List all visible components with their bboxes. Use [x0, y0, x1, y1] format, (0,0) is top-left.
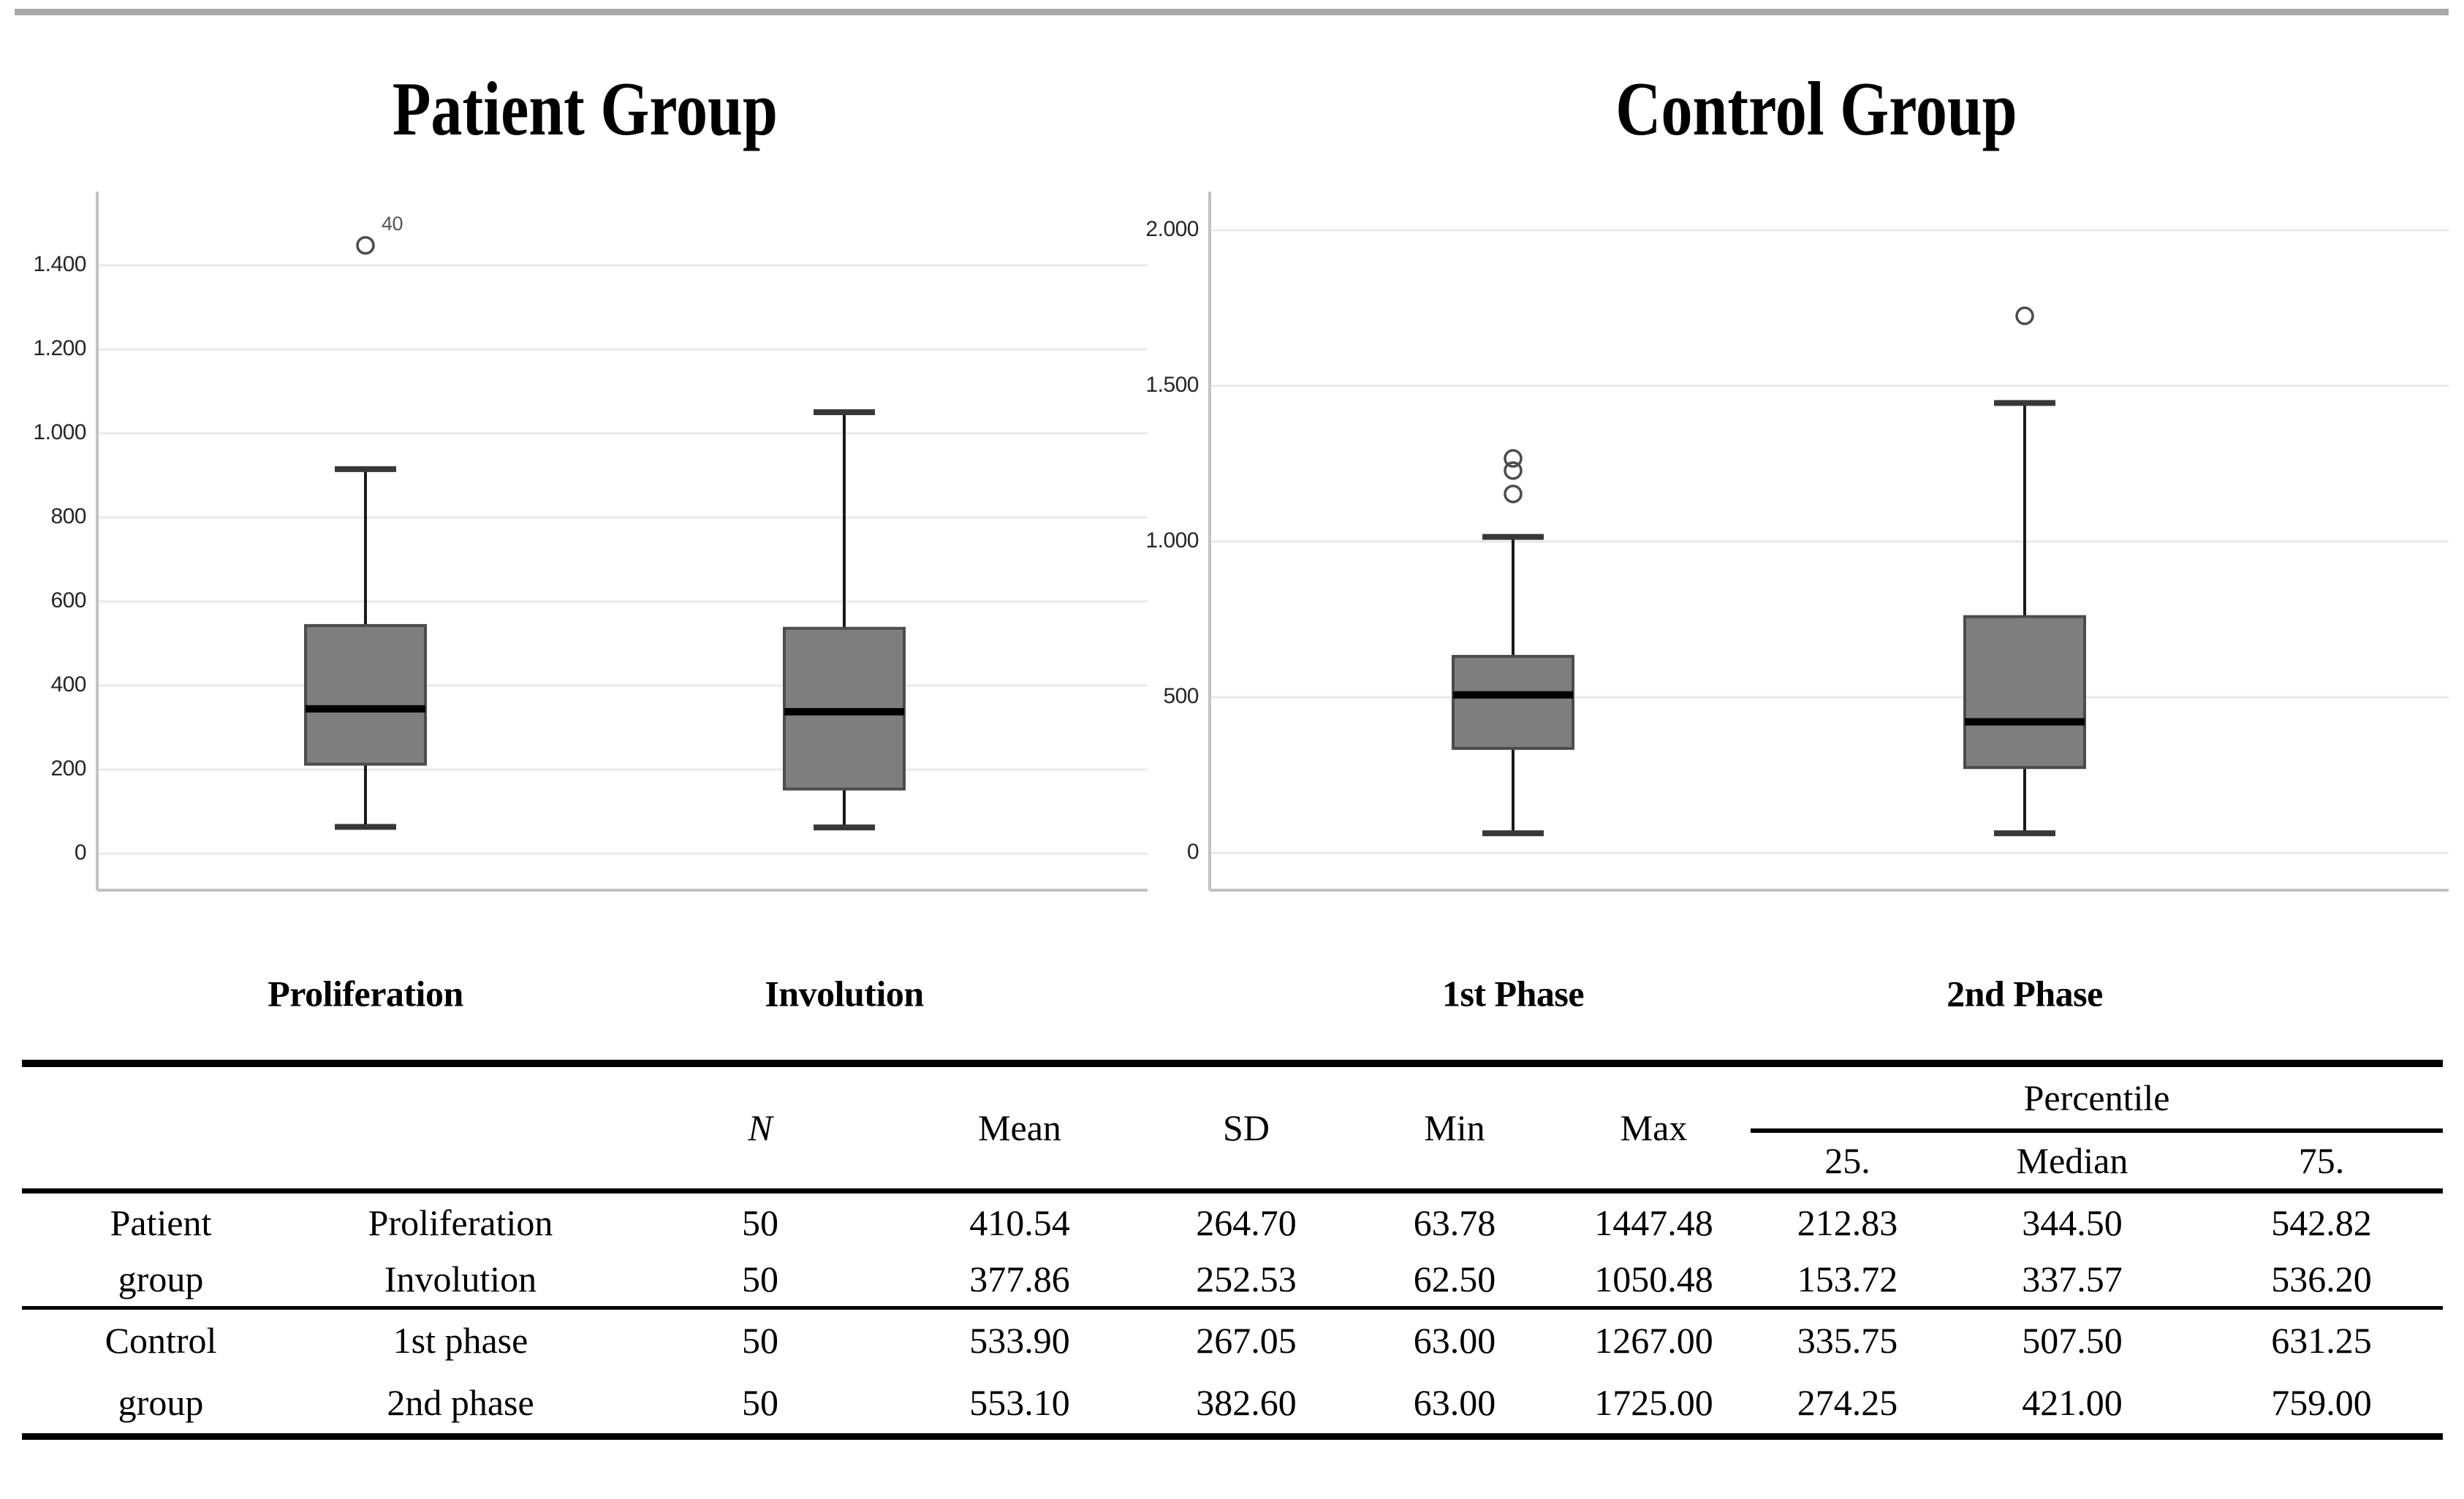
cell-median: 344.50 — [2022, 1202, 2123, 1243]
cell-n: 50 — [742, 1381, 778, 1423]
row-group-label: Control — [22, 1305, 300, 1372]
cell-p25: 153.72 — [1797, 1258, 1898, 1299]
y-axis-tick-label: 1.000 — [1145, 528, 1199, 553]
cell-min: 63.78 — [1413, 1202, 1496, 1243]
outlier-point — [2015, 306, 2034, 325]
cell-p75: 542.82 — [2271, 1202, 2372, 1243]
header-sd: SD — [1140, 1063, 1352, 1193]
y-axis-tick-label: 2.000 — [1145, 217, 1199, 241]
y-axis-tick-label: 400 — [50, 672, 86, 697]
table-row: Control 1st phase 50 533.90 267.05 63.00… — [22, 1305, 2444, 1372]
header-max: Max — [1557, 1063, 1751, 1193]
cell-sd: 252.53 — [1196, 1258, 1297, 1299]
cell-median: 337.57 — [2022, 1258, 2123, 1299]
header-p25: 25. — [1751, 1131, 1944, 1193]
cell-min: 63.00 — [1413, 1381, 1496, 1423]
cell-sd: 382.60 — [1196, 1381, 1297, 1423]
box-iqr — [1963, 615, 2086, 770]
cell-min: 63.00 — [1352, 1305, 1557, 1372]
box-iqr — [304, 623, 427, 766]
control-group-title-text: Control Group — [1615, 66, 2017, 151]
row-phase-label: Involution — [384, 1258, 537, 1299]
outlier-point — [356, 235, 375, 255]
row-group-label: Patient — [110, 1202, 212, 1243]
category-label: 2nd Phase — [1946, 973, 2103, 1014]
header-n: N — [621, 1063, 899, 1193]
cell-max: 1267.00 — [1557, 1305, 1751, 1372]
cell-p75: 631.25 — [2200, 1305, 2444, 1372]
header-percentile: Percentile — [1751, 1063, 2444, 1133]
table-row: group Involution 50 377.86 252.53 62.50 … — [22, 1252, 2443, 1308]
cell-n: 50 — [742, 1258, 778, 1299]
row-phase-label: 1st phase — [300, 1305, 621, 1372]
header-median: Median — [1944, 1131, 2200, 1193]
descriptive-statistics-table: N Mean SD Min Max Percentile 25. Median … — [22, 1060, 2444, 1440]
cell-sd: 264.70 — [1196, 1202, 1297, 1243]
category-label: Proliferation — [268, 973, 463, 1014]
patient-group-title-text: Patient Group — [392, 66, 778, 151]
y-axis-tick-label: 1.000 — [33, 420, 86, 444]
y-axis-tick-label: 1.200 — [33, 336, 86, 360]
outlier-point — [1504, 485, 1523, 504]
row-group-label: group — [118, 1258, 204, 1299]
box-iqr — [1452, 655, 1574, 750]
row-phase-label: 2nd phase — [387, 1381, 534, 1423]
outlier-point — [1504, 449, 1523, 468]
y-axis-tick-label: 200 — [50, 756, 86, 781]
cell-n: 50 — [621, 1305, 899, 1372]
outlier-case-label: 40 — [382, 213, 403, 235]
top-divider — [15, 9, 2449, 15]
table-row: group 2nd phase 50 553.10 382.60 63.00 1… — [22, 1372, 2443, 1436]
header-empty-cell — [22, 1063, 621, 1193]
y-axis-tick-label: 800 — [50, 504, 86, 528]
cell-mean: 533.90 — [899, 1305, 1140, 1372]
cell-p75: 536.20 — [2271, 1258, 2372, 1299]
control-group-title: Control Group — [1378, 64, 2255, 153]
y-axis-tick-label: 1.500 — [1145, 373, 1199, 397]
cell-max: 1447.48 — [1594, 1202, 1713, 1243]
cell-max: 1725.00 — [1594, 1381, 1713, 1423]
cell-p25: 335.75 — [1751, 1305, 1944, 1372]
cell-p75: 759.00 — [2271, 1381, 2372, 1423]
y-axis-tick-label: 500 — [1163, 684, 1199, 708]
row-phase-label: Proliferation — [368, 1202, 553, 1243]
y-axis-tick-label: 0 — [1187, 840, 1199, 864]
cell-mean: 377.86 — [969, 1258, 1070, 1299]
cell-median: 507.50 — [1944, 1305, 2200, 1372]
header-min: Min — [1352, 1063, 1557, 1193]
y-axis-tick-label: 0 — [75, 840, 86, 865]
cell-mean: 553.10 — [969, 1381, 1070, 1423]
table-row: Patient Proliferation 50 410.54 264.70 6… — [22, 1191, 2443, 1252]
header-p75: 75. — [2200, 1131, 2444, 1193]
cell-max: 1050.48 — [1594, 1258, 1713, 1299]
cell-n: 50 — [742, 1202, 778, 1243]
y-axis-tick-label: 600 — [50, 588, 86, 612]
header-mean: Mean — [899, 1063, 1140, 1193]
patient-group-title: Patient Group — [146, 64, 1023, 153]
cell-p25: 212.83 — [1797, 1202, 1898, 1243]
cell-min: 62.50 — [1413, 1258, 1496, 1299]
row-group-label: group — [118, 1381, 204, 1423]
cell-sd: 267.05 — [1140, 1305, 1352, 1372]
category-label: 1st Phase — [1442, 973, 1584, 1014]
y-axis-tick-label: 1.400 — [33, 252, 86, 276]
category-label: Involution — [765, 973, 924, 1014]
outlier-point — [1504, 461, 1523, 480]
cell-p25: 274.25 — [1797, 1381, 1898, 1423]
cell-mean: 410.54 — [969, 1202, 1070, 1243]
cell-median: 421.00 — [2022, 1381, 2123, 1423]
